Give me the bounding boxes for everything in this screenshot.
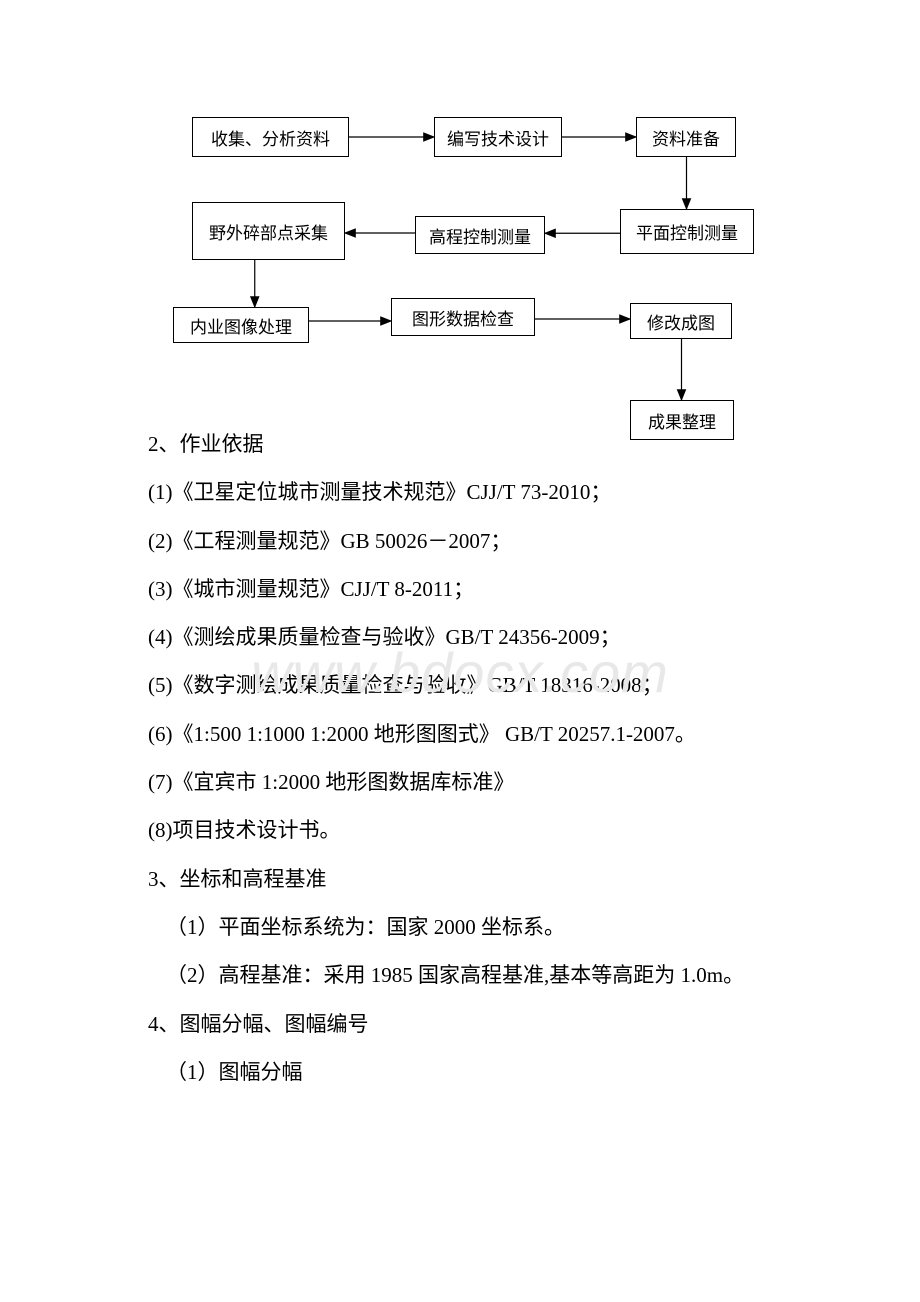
flowchart-node: 资料准备: [636, 117, 736, 157]
flowchart-node: 野外碎部点采集: [192, 202, 345, 260]
flowchart-node: 平面控制测量: [620, 209, 754, 254]
section-2-item: (5)《数字测绘成果质量检查与验收》GB/T 18316-2008；: [148, 661, 772, 709]
flowchart-node: 成果整理: [630, 400, 734, 440]
section-2-item: (4)《测绘成果质量检查与验收》GB/T 24356-2009；: [148, 613, 772, 661]
flowchart-node: 收集、分析资料: [192, 117, 349, 157]
section-2-item: (6)《1:500 1:1000 1:2000 地形图图式》 GB/T 2025…: [148, 710, 772, 758]
flowchart-arrows: [0, 0, 920, 420]
section-2-item: (2)《工程测量规范》GB 50026－2007；: [148, 517, 772, 565]
section-3-item: （1）平面坐标系统为：国家 2000 坐标系。: [148, 903, 772, 951]
section-3-item: （2）高程基准：采用 1985 国家高程基准,基本等高距为 1.0m。: [148, 951, 772, 999]
flowchart-node: 编写技术设计: [434, 117, 562, 157]
section-2-item: (8)项目技术设计书。: [148, 806, 772, 854]
flowchart-node: 修改成图: [630, 303, 732, 339]
section-2-item: (1)《卫星定位城市测量技术规范》CJJ/T 73-2010；: [148, 468, 772, 516]
document-text-content: 2、作业依据 (1)《卫星定位城市测量技术规范》CJJ/T 73-2010； (…: [0, 420, 920, 1096]
section-2-item: (3)《城市测量规范》CJJ/T 8-2011；: [148, 565, 772, 613]
section-4-item: （1）图幅分幅: [148, 1048, 772, 1096]
flowchart-node: 高程控制测量: [415, 216, 545, 254]
flowchart-container: 收集、分析资料 编写技术设计 资料准备野外碎部点采集 高程控制测量 平面控制测量内业图像…: [0, 0, 920, 420]
flowchart-node: 内业图像处理: [173, 307, 309, 343]
section-3-title: 3、坐标和高程基准: [148, 855, 772, 903]
flowchart-node: 图形数据检查: [391, 298, 535, 336]
section-2-item: (7)《宜宾市 1:2000 地形图数据库标准》: [148, 758, 772, 806]
section-4-title: 4、图幅分幅、图幅编号: [148, 1000, 772, 1048]
